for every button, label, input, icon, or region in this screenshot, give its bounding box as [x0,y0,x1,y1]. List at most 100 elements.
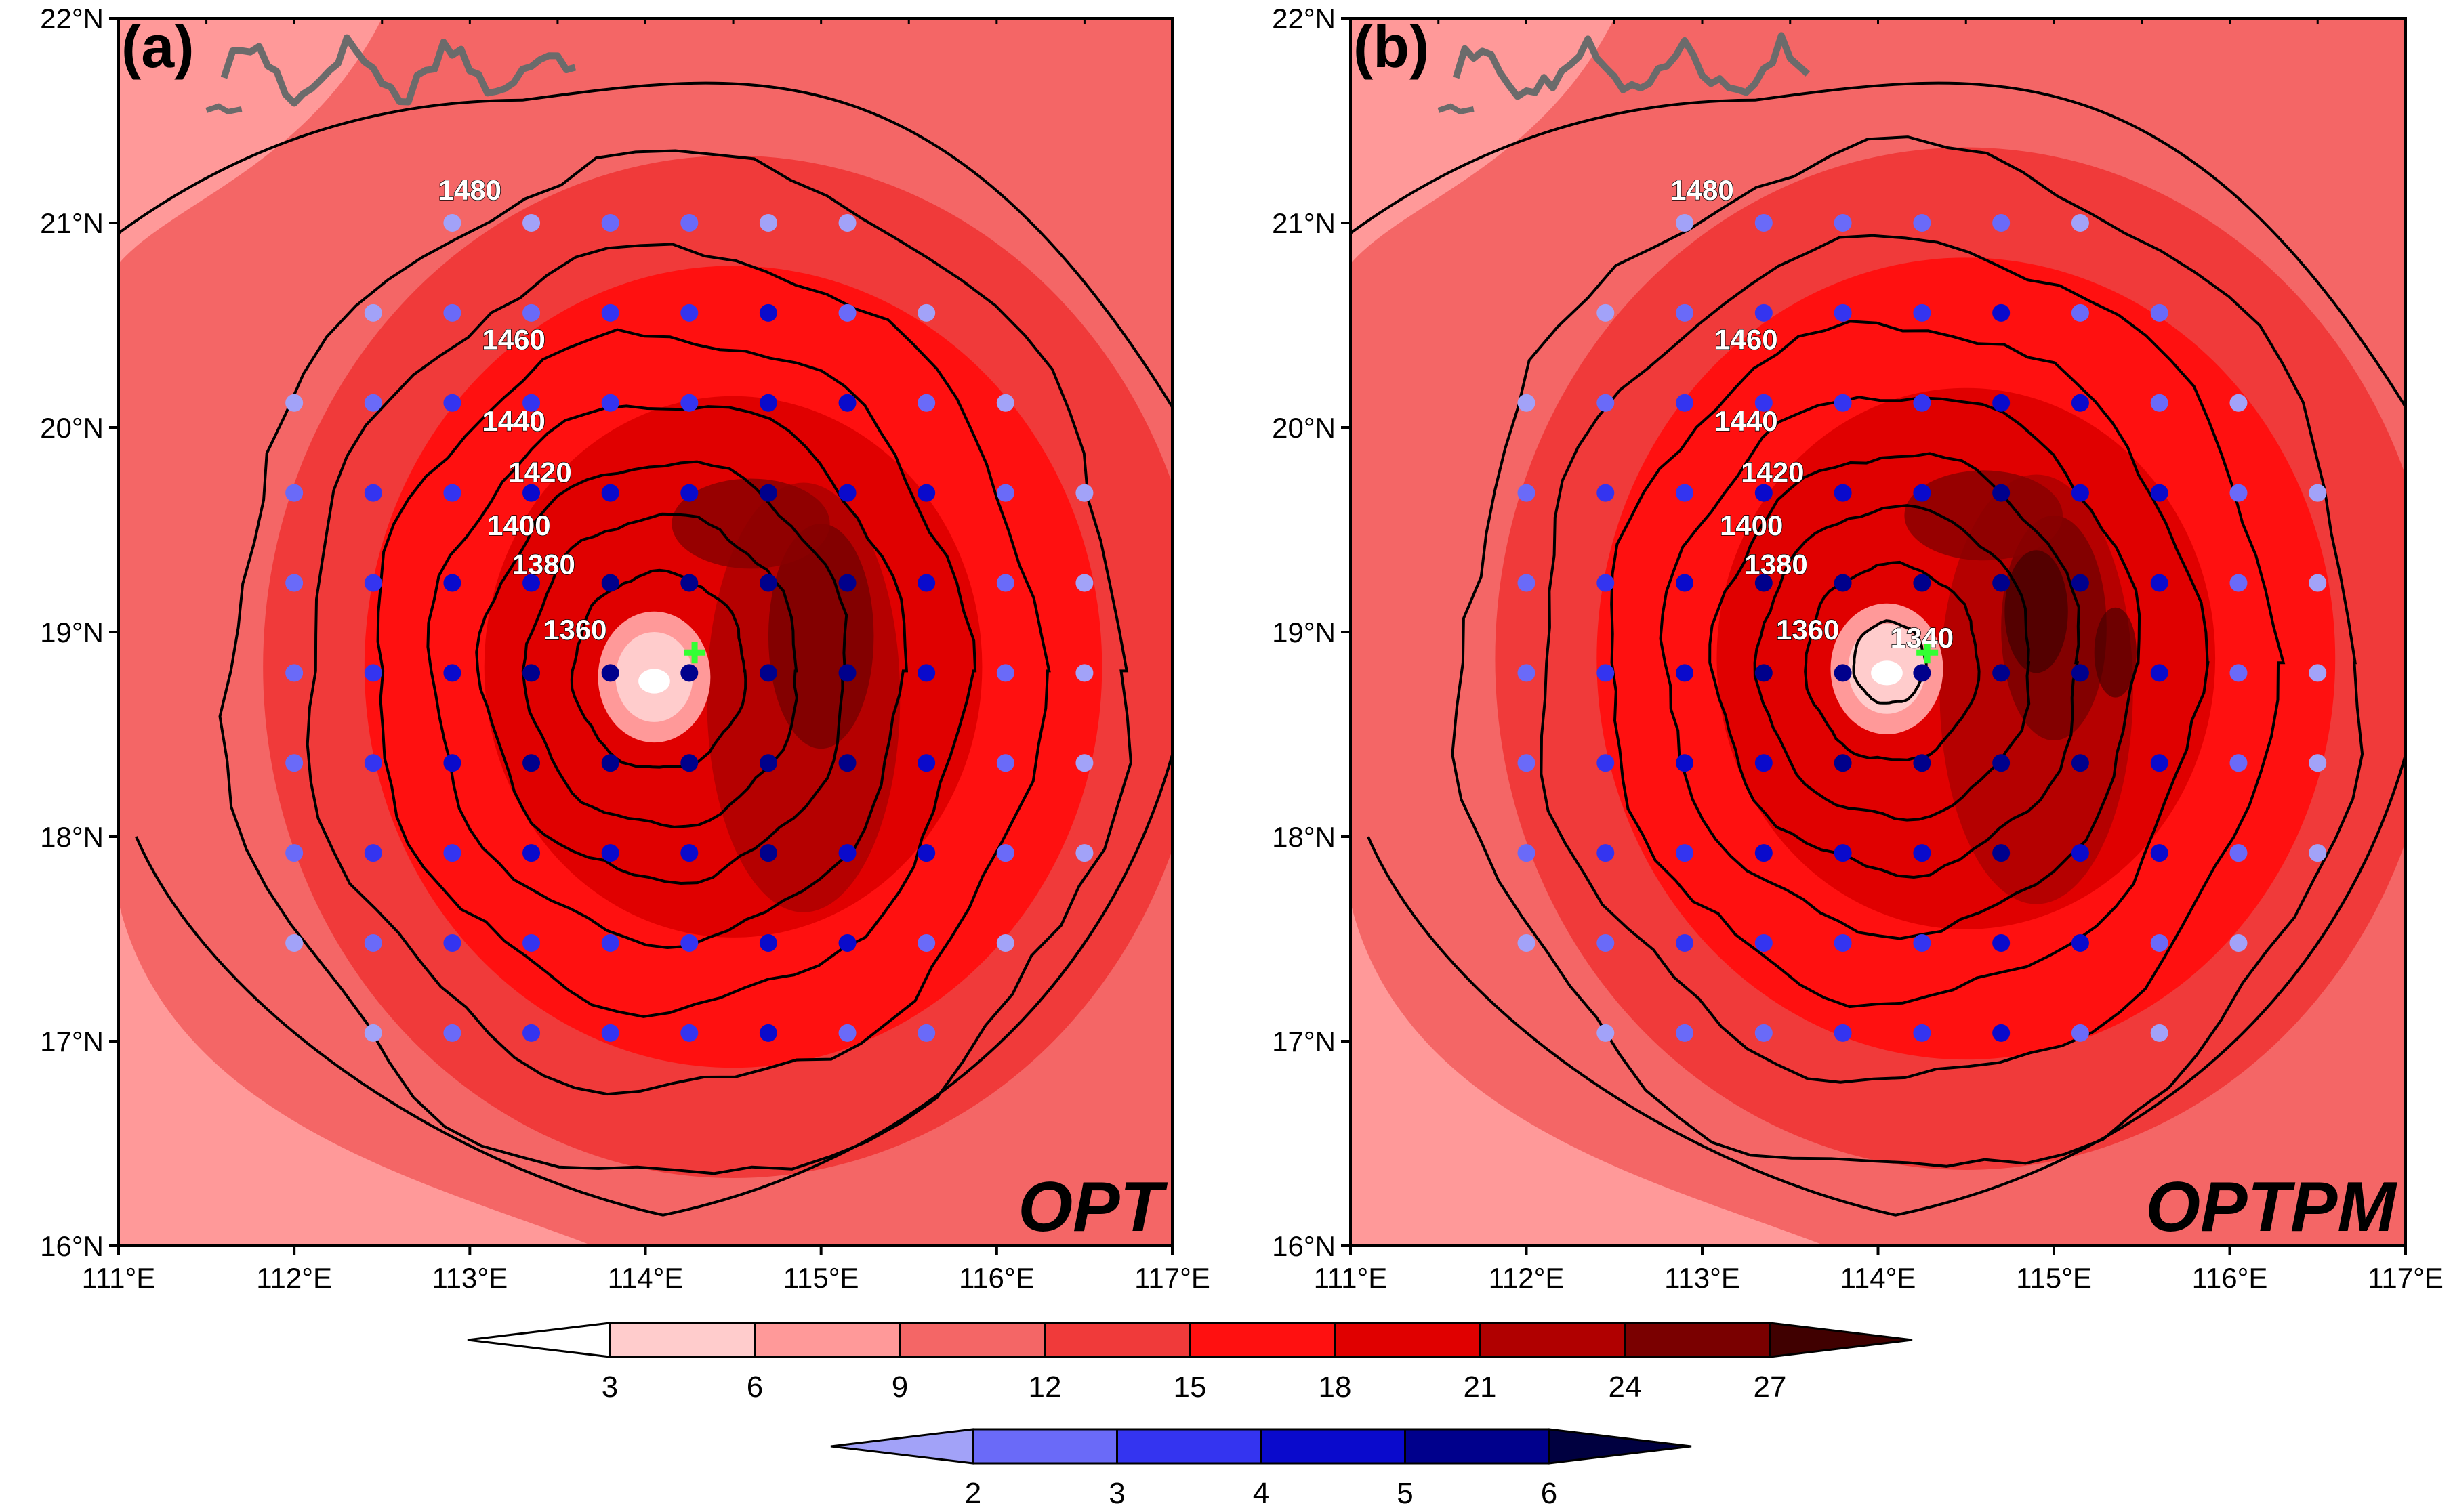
observation-dot [996,754,1014,772]
observation-dot [364,934,382,952]
colorbar-label: 21 [1464,1370,1497,1404]
lon-tick-label: 113°E [1664,1262,1740,1294]
lat-tick-label: 18°N [1272,821,1336,853]
observation-dot [2150,394,2168,412]
observation-dot [364,754,382,772]
observation-dot [680,303,699,322]
observation-dot [680,844,699,862]
contour-1340 [1852,619,1928,705]
observation-dot [759,394,777,412]
colorbar-box [609,1322,756,1358]
observation-dot [1596,1024,1615,1042]
observation-dot [2150,934,2168,952]
observation-dot [1676,844,1694,862]
observation-dot [1676,214,1694,232]
observation-dot [522,664,541,682]
shading-band-max-2 [2094,607,2137,698]
colorbar-high-extension [1769,1322,1913,1358]
shading-eye-3 [638,669,670,694]
observation-dot [1754,664,1773,682]
contour-label: 1400 [487,509,550,541]
contour-label: 1460 [1714,323,1777,355]
observation-dot [918,844,936,862]
observation-dot [2229,934,2248,952]
observation-dot [1834,574,1852,592]
contour-outer-south [135,754,1172,1217]
observation-dot [443,664,461,682]
observation-dot [838,394,857,412]
observation-dot [918,934,936,952]
coastline [220,34,577,107]
observation-dot [2150,1024,2168,1042]
observation-dot [601,484,619,502]
observation-dot [918,574,936,592]
observation-dot [2229,394,2248,412]
contour-label: 1360 [1776,614,1839,646]
colorbar-label: 4 [1253,1477,1269,1510]
observation-dot [2150,574,2168,592]
observation-dot [838,214,857,232]
colorbar-label: 18 [1319,1370,1352,1404]
observation-dot [759,934,777,952]
lon-tick-label: 111°E [1314,1262,1388,1294]
panel-a: 1480 1460 1440 1420 1400 1380 1360 111°E 112°E 11… [40,3,1210,1294]
lat-tick-label: 21°N [1272,207,1336,239]
observation-dot [1754,303,1773,322]
contour-outer-north [119,81,1172,408]
observation-dot [918,754,936,772]
observation-dot [1913,394,1931,412]
lat-tick-label: 18°N [40,821,104,853]
observation-dot [680,394,699,412]
observation-dot [443,1024,461,1042]
observation-dot [2309,484,2327,502]
observation-dot [1754,484,1773,502]
experiment-label: OPT [1018,1168,1168,1246]
observation-dot [1676,664,1694,682]
colorbar-label: 6 [747,1370,763,1404]
observation-dot [996,664,1014,682]
observation-dot [601,664,619,682]
observation-dot [838,484,857,502]
observation-dot [2071,394,2089,412]
contour-label: 1460 [482,323,545,355]
shading-band-max [2004,550,2068,673]
contour-label: 1480 [1670,174,1733,206]
lon-tick-label: 112°E [256,1262,332,1294]
colorbar-box [1116,1428,1262,1465]
observation-dot [759,754,777,772]
observation-dot [1676,574,1694,592]
contour-outer-south [1367,754,2406,1217]
observation-dot [680,484,699,502]
observation-dot [1676,934,1694,952]
observation-dot [838,664,857,682]
observation-dot [1913,1024,1931,1042]
experiment-label: OPTPM [2145,1168,2397,1246]
lon-tick-label: 116°E [2192,1262,2268,1294]
observation-dot [443,214,461,232]
shading-field: 1480 1460 1440 1420 1400 1380 1360 [119,18,1172,1246]
observation-dot [2150,844,2168,862]
observation-dot [1913,484,1931,502]
lat-tick-label: 17°N [1272,1026,1336,1057]
observation-dot [1834,754,1852,772]
observation-dot [1596,664,1615,682]
contour-1480 [1451,135,2364,1168]
observation-dot [522,574,541,592]
observation-dot [1834,394,1852,412]
observation-dot [1834,664,1852,682]
lon-tick-label: 114°E [1840,1262,1916,1294]
observation-dot [759,214,777,232]
observation-dot [1075,754,1094,772]
observation-dot [2071,574,2089,592]
observation-dot [601,754,619,772]
coastline-island [205,103,243,115]
observation-dot [1834,1024,1852,1042]
observation-dot [1834,303,1852,322]
contour-label: 1380 [512,548,575,580]
contour-1360 [570,568,747,769]
shading-band-north [1904,470,2063,561]
observation-dot [522,844,541,862]
observation-dot [1913,754,1931,772]
observation-dot [2071,484,2089,502]
observation-dot [1596,754,1615,772]
